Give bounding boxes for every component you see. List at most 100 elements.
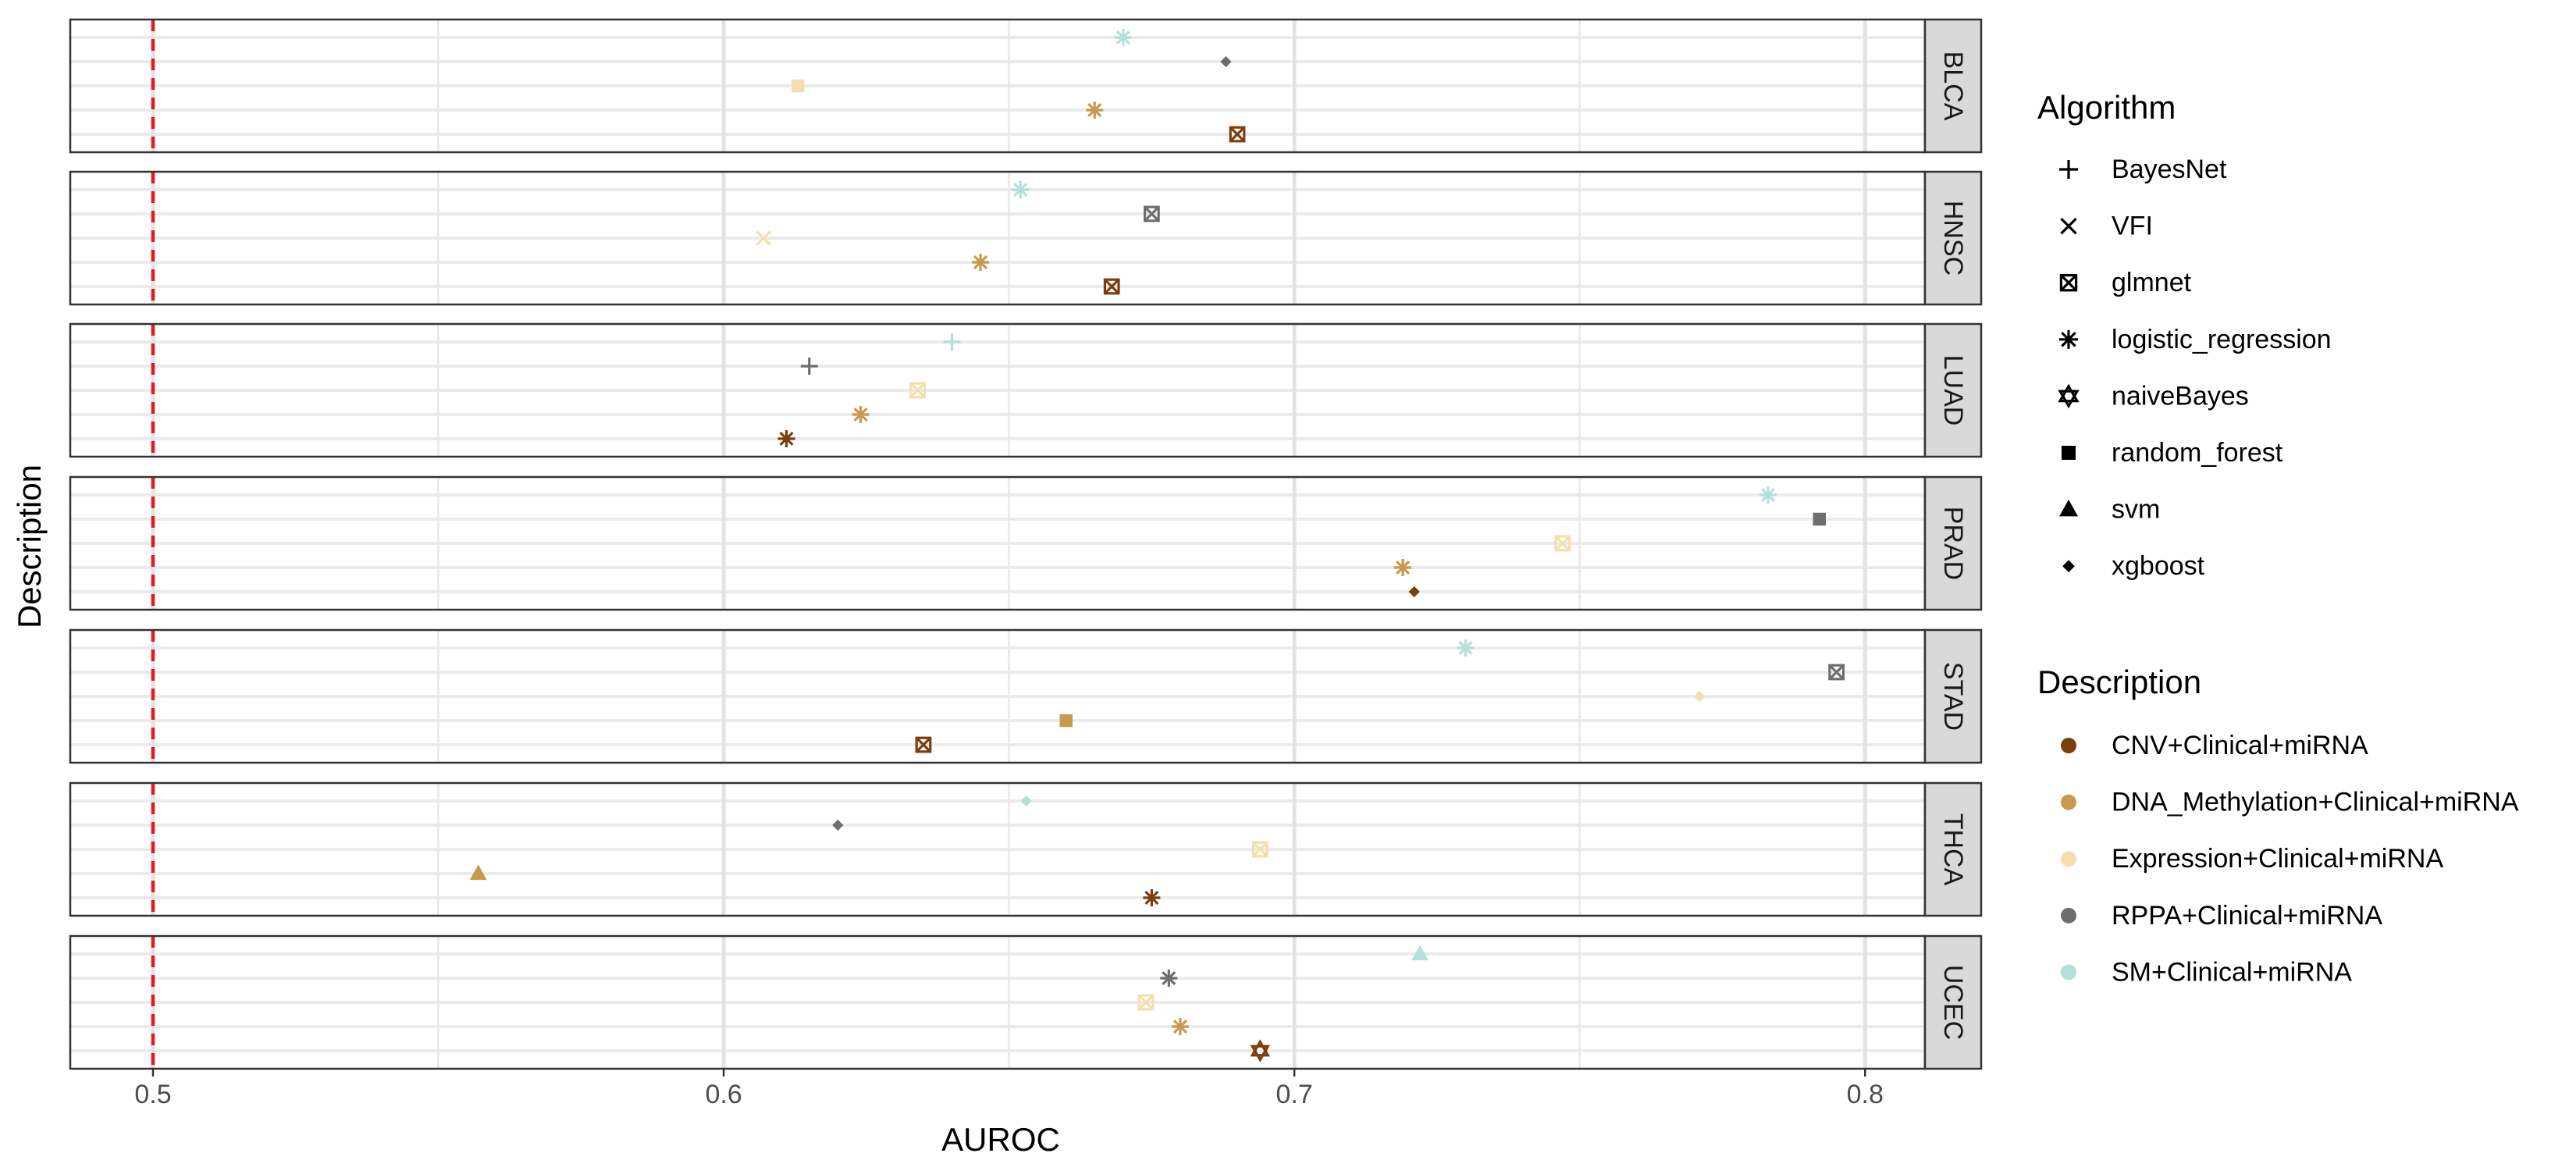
facet-strip xyxy=(1923,322,1983,458)
facet-strip-label: UCEC xyxy=(1938,965,1968,1040)
data-point xyxy=(1220,55,1232,68)
legend-key xyxy=(2059,160,2078,179)
data-point xyxy=(1813,512,1827,526)
description-legend-item: DNA_Methylation+Clinical+miRNA xyxy=(2061,788,2519,817)
algorithm-legend-item: xgboost xyxy=(2062,551,2205,581)
legend-label: glmnet xyxy=(2112,268,2192,297)
legend-label: naiveBayes xyxy=(2112,381,2249,411)
algorithm-legend-title: Algorithm xyxy=(2037,89,2176,126)
description-legend-item: SM+Clinical+miRNA xyxy=(2061,957,2352,987)
data-point xyxy=(1828,664,1845,681)
facet-panels: BLCA HNSC LUAD PRAD STAD THCA UCEC xyxy=(69,18,1983,1070)
data-point xyxy=(909,382,927,399)
legend-key xyxy=(2059,274,2078,292)
legend-key xyxy=(2061,738,2076,753)
description-legend-item: RPPA+Clinical+miRNA xyxy=(2061,901,2382,931)
description-legend: Description CNV+Clinical+miRNA DNA_Methyl… xyxy=(2037,664,2519,987)
data-point xyxy=(1103,278,1120,295)
legend-key xyxy=(2059,329,2078,349)
data-point xyxy=(1229,126,1246,143)
data-point xyxy=(1457,639,1475,657)
x-tick-label: 0.8 xyxy=(1847,1080,1884,1109)
facet-strip-label: STAD xyxy=(1938,662,1968,731)
legend-label: svm xyxy=(2112,495,2160,525)
facet-strip xyxy=(1923,475,1983,611)
facet-strip-label: HNSC xyxy=(1938,201,1968,276)
facet-panel-luad: LUAD xyxy=(69,322,1983,458)
data-point xyxy=(1137,994,1155,1011)
legend-label: SM+Clinical+miRNA xyxy=(2112,957,2352,987)
legend-key xyxy=(2062,446,2076,460)
facet-panel-blca: BLCA xyxy=(69,18,1983,154)
legend-label: xgboost xyxy=(2112,551,2205,581)
algorithm-legend-item: BayesNet xyxy=(2059,155,2227,184)
x-tick-label: 0.5 xyxy=(134,1080,171,1109)
description-legend-title: Description xyxy=(2037,664,2201,700)
legend-label: RPPA+Clinical+miRNA xyxy=(2112,901,2382,931)
legend-key xyxy=(2061,964,2076,981)
data-point xyxy=(1394,559,1412,576)
data-point xyxy=(1171,1018,1189,1035)
data-point xyxy=(791,79,805,93)
data-point xyxy=(1012,181,1030,198)
data-point xyxy=(915,736,932,753)
data-point xyxy=(756,230,772,246)
data-point xyxy=(1143,889,1161,906)
legend-label: logistic_regression xyxy=(2112,325,2332,354)
data-point xyxy=(1411,945,1429,961)
data-point xyxy=(1250,1039,1271,1062)
data-point xyxy=(1160,970,1178,987)
data-point xyxy=(1251,841,1268,858)
legend-key xyxy=(2061,851,2076,867)
legend-label: random_forest xyxy=(2112,438,2283,468)
facet-strip-label: THCA xyxy=(1938,813,1968,886)
data-point xyxy=(469,864,487,881)
facet-strip xyxy=(1923,18,1983,154)
facet-strip xyxy=(1923,781,1983,917)
facet-strip-label: LUAD xyxy=(1938,355,1968,426)
facet-strip xyxy=(1923,934,1983,1070)
legend-key xyxy=(2061,907,2076,924)
description-legend-item: Expression+Clinical+miRNA xyxy=(2061,844,2443,874)
data-point xyxy=(972,254,990,271)
legend-label: VFI xyxy=(2112,212,2153,241)
data-point xyxy=(1143,205,1160,222)
algorithm-legend-item: glmnet xyxy=(2059,268,2192,297)
facet-panel-hnsc: HNSC xyxy=(69,170,1983,306)
data-point xyxy=(943,333,961,351)
algorithm-legend-item: logistic_regression xyxy=(2059,325,2332,354)
data-point xyxy=(1114,29,1132,46)
x-axis: 0.5 0.6 0.7 0.8 xyxy=(134,1069,1884,1109)
facet-strip xyxy=(1923,628,1983,764)
algorithm-legend-item: naiveBayes xyxy=(2058,381,2249,411)
legend-key xyxy=(2062,560,2075,572)
legend-label: CNV+Clinical+miRNA xyxy=(2112,731,2368,760)
data-point xyxy=(1554,535,1571,552)
facet-strip-label: PRAD xyxy=(1938,507,1968,580)
data-point xyxy=(1086,101,1104,119)
legend-key xyxy=(2059,500,2078,517)
legend-label: DNA_Methylation+Clinical+miRNA xyxy=(2112,788,2519,817)
data-point xyxy=(777,430,795,447)
data-point xyxy=(1408,586,1420,598)
description-legend-item: CNV+Clinical+miRNA xyxy=(2061,731,2368,760)
data-point xyxy=(1059,714,1073,728)
facet-panel-thca: THCA xyxy=(69,781,1983,917)
x-tick-label: 0.7 xyxy=(1276,1080,1313,1109)
data-point xyxy=(852,406,870,423)
facet-strip xyxy=(1923,170,1983,306)
data-point xyxy=(1759,486,1777,504)
legend-label: BayesNet xyxy=(2112,155,2227,184)
legend-key xyxy=(2061,794,2076,810)
facet-panel-prad: PRAD xyxy=(69,475,1983,611)
algorithm-legend-item: svm xyxy=(2059,495,2160,525)
facet-strip-label: BLCA xyxy=(1938,52,1968,121)
legend-key xyxy=(2060,217,2077,235)
data-point xyxy=(1694,690,1706,703)
data-point xyxy=(800,358,818,375)
y-axis-title: Description xyxy=(11,464,48,628)
data-point xyxy=(1020,795,1032,807)
legend-key xyxy=(2058,383,2080,409)
facet-panel-ucec: UCEC xyxy=(69,934,1983,1070)
